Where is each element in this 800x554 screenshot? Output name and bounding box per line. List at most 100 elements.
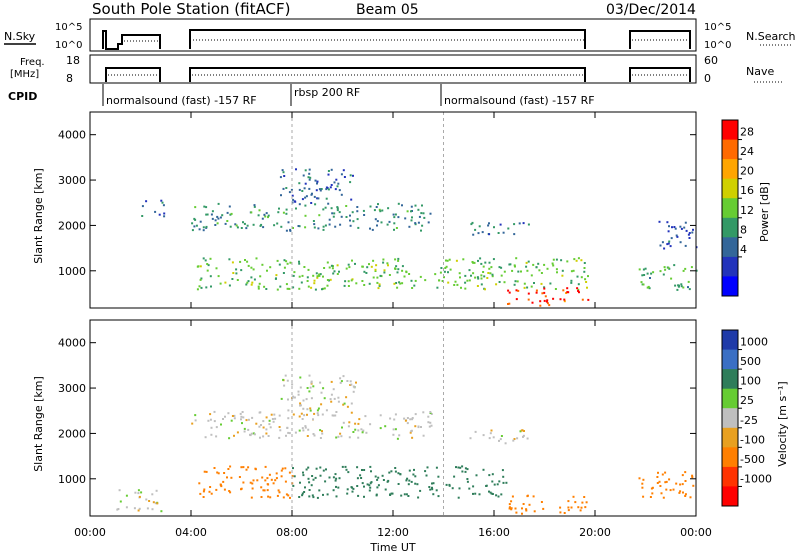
velocity-cell xyxy=(272,420,275,423)
power-cell xyxy=(511,269,514,272)
velocity-cell xyxy=(370,470,372,473)
power-cell xyxy=(276,259,279,262)
power-cell xyxy=(503,281,506,284)
power-colorbar-tick-label: 8 xyxy=(740,223,747,236)
power-cell xyxy=(513,283,516,286)
velocity-cell xyxy=(432,493,435,496)
velocity-cell xyxy=(404,419,407,422)
velocity-cell xyxy=(341,426,343,429)
velocity-cell xyxy=(223,488,226,491)
freq-label-1: Freq. xyxy=(20,57,45,68)
power-cell xyxy=(226,220,229,222)
velocity-cell xyxy=(491,493,494,495)
velocity-cell xyxy=(468,487,471,490)
velocity-cell xyxy=(368,489,371,492)
power-cell xyxy=(515,289,518,292)
y-tick-label: 3000 xyxy=(58,174,86,187)
velocity-cell xyxy=(345,396,348,399)
velocity-cell xyxy=(300,412,303,415)
power-cell xyxy=(289,229,292,232)
power-cell xyxy=(273,224,276,227)
power-cell xyxy=(217,217,220,220)
power-cell xyxy=(464,281,467,284)
velocity-cell xyxy=(322,387,325,390)
power-cell xyxy=(330,207,333,210)
power-cell xyxy=(217,202,220,205)
power-cell xyxy=(481,231,484,234)
power-cell xyxy=(397,257,400,260)
power-cell xyxy=(348,266,351,269)
power-cell xyxy=(292,274,295,277)
velocity-cell xyxy=(382,479,385,481)
velocity-cell xyxy=(309,386,312,389)
velocity-cell xyxy=(249,481,252,484)
velocity-cell xyxy=(369,465,372,468)
power-cell xyxy=(414,204,417,207)
velocity-cell xyxy=(474,430,477,433)
power-cell xyxy=(368,282,371,285)
velocity-cell xyxy=(521,507,523,510)
power-cell xyxy=(476,276,479,279)
velocity-cell xyxy=(260,496,263,498)
power-cell xyxy=(566,291,569,294)
power-cell xyxy=(262,226,265,229)
velocity-cell xyxy=(233,414,236,417)
power-cell xyxy=(423,216,426,219)
velocity-cell xyxy=(291,396,294,399)
velocity-cell xyxy=(664,471,667,474)
velocity-cell xyxy=(156,502,159,505)
velocity-cell xyxy=(314,476,317,479)
velocity-cell xyxy=(422,411,425,414)
power-cell xyxy=(484,261,487,264)
velocity-cell xyxy=(318,489,321,492)
nsearch-tick-bottom: 10^0 xyxy=(704,40,731,51)
power-cell xyxy=(160,199,163,202)
power-cell xyxy=(561,274,564,277)
power-cell xyxy=(462,258,465,261)
power-cell xyxy=(417,221,420,224)
power-cell xyxy=(338,189,341,192)
velocity-cell xyxy=(299,402,302,405)
velocity-cell xyxy=(498,439,500,442)
power-cell xyxy=(676,288,679,291)
velocity-cell xyxy=(229,465,232,468)
power-cell xyxy=(322,228,325,231)
velocity-cell xyxy=(292,484,295,487)
power-cell xyxy=(684,221,687,224)
velocity-cell xyxy=(260,424,262,426)
velocity-cell xyxy=(245,419,248,422)
power-cell xyxy=(292,198,295,201)
velocity-cell xyxy=(428,486,431,488)
velocity-cell xyxy=(510,507,513,510)
velocity-cell xyxy=(426,466,429,469)
power-cell xyxy=(464,287,467,290)
power-cell xyxy=(420,212,423,215)
power-cell xyxy=(246,260,249,263)
power-cell xyxy=(336,185,339,188)
power-cell xyxy=(253,205,256,208)
power-cell xyxy=(418,215,421,218)
power-cell xyxy=(304,182,307,185)
power-cell xyxy=(304,204,307,207)
power-cell xyxy=(283,259,286,262)
power-cell xyxy=(252,223,255,226)
power-cell xyxy=(161,201,164,204)
velocity-cell xyxy=(269,496,272,499)
power-cell xyxy=(548,304,551,307)
velocity-cell xyxy=(312,385,315,388)
velocity-cell xyxy=(390,492,393,495)
velocity-cell xyxy=(497,495,500,498)
power-cell xyxy=(447,271,449,274)
power-cell xyxy=(258,209,261,212)
power-cell xyxy=(215,267,218,270)
power-cell xyxy=(679,241,682,244)
velocity-cell xyxy=(303,491,306,493)
power-cell xyxy=(209,275,212,278)
velocity-cell xyxy=(332,489,335,492)
power-cell xyxy=(458,272,461,275)
power-cell xyxy=(210,213,213,216)
power-cell xyxy=(333,181,336,184)
velocity-cell xyxy=(215,426,218,429)
velocity-cell xyxy=(410,480,413,483)
velocity-cell xyxy=(227,468,230,470)
